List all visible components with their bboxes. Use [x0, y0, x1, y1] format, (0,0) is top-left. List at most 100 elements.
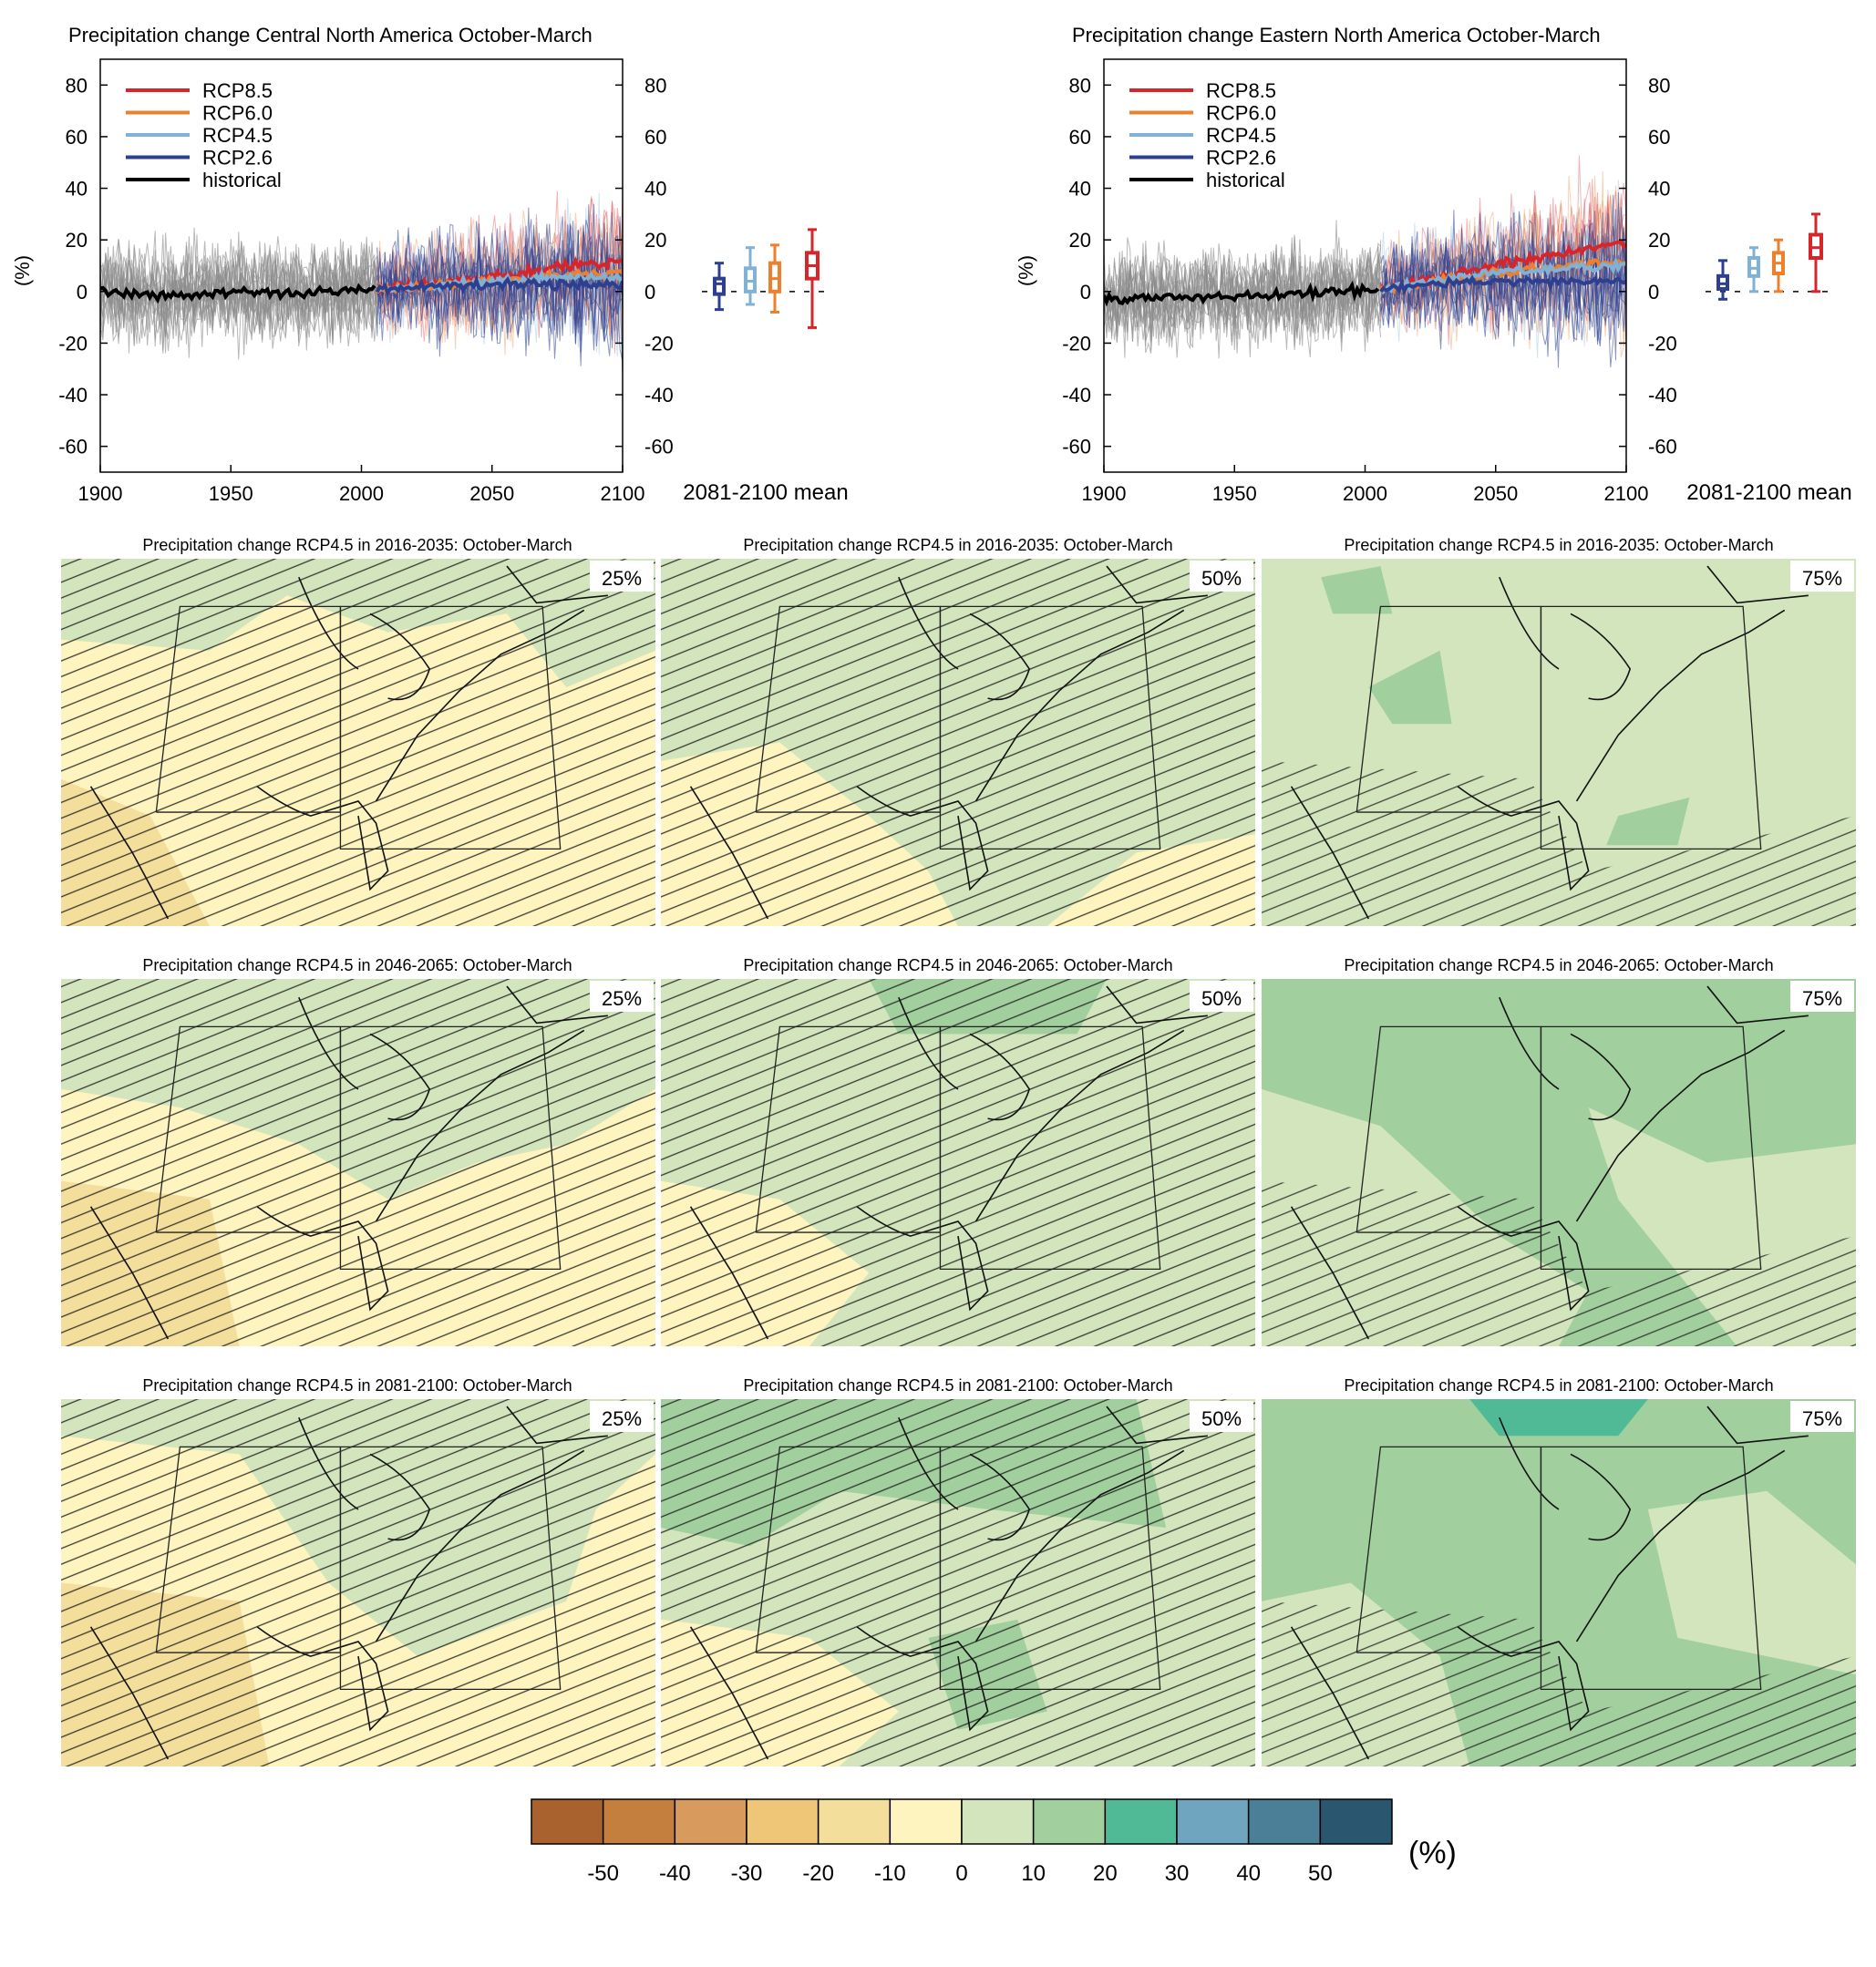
percentile-label-bg — [1790, 561, 1854, 592]
legend-label: RCP2.6 — [1206, 147, 1276, 170]
y-tick-label: -60 — [58, 436, 88, 458]
y-tick-label: 0 — [1648, 281, 1659, 304]
colorbar-tick-label: 40 — [1236, 1861, 1261, 1886]
colorbar-swatch — [817, 1798, 892, 1845]
map-title: Precipitation change RCP4.5 in 2016-2035… — [1344, 536, 1773, 554]
legend-label: RCP8.5 — [202, 79, 273, 102]
colorbar-swatch — [1176, 1798, 1250, 1845]
y-tick-label: 20 — [644, 229, 666, 252]
map-row-2081-2100: Precipitation change RCP4.5 in 2081-2100… — [142, 1376, 1773, 1395]
x-tick-label: 2100 — [1604, 482, 1649, 505]
legend-label: RCP4.5 — [1206, 124, 1276, 147]
y-tick-label: 60 — [644, 126, 666, 149]
y-tick-label: 20 — [66, 229, 88, 252]
plot-area — [1104, 155, 1626, 368]
y-tick-label: 80 — [66, 74, 88, 97]
y-tick-label: -40 — [58, 384, 88, 407]
significance-hatching — [1262, 1601, 1856, 1766]
map-field — [61, 1399, 655, 1766]
y-tick-label: 40 — [1069, 178, 1091, 201]
y-tick-label: -20 — [1648, 332, 1677, 355]
region-box-eastern — [339, 1025, 562, 1271]
region-box-eastern — [1540, 1025, 1762, 1271]
colorbar-tick-label: 20 — [1093, 1861, 1118, 1886]
significance-hatching — [1262, 1180, 1856, 1346]
great-lakes-outline — [898, 1406, 1208, 1541]
timeseries-chart-central: Precipitation change Central North Ameri… — [11, 24, 849, 505]
significance-hatching — [661, 1399, 1255, 1766]
percentile-label: 75% — [1802, 987, 1842, 1010]
great-lakes-outline — [1499, 1406, 1809, 1541]
y-tick-label: -40 — [644, 384, 674, 407]
significance-hatching — [661, 559, 1255, 926]
map-panel: 75% — [1262, 559, 1856, 926]
y-tick-label: 0 — [1080, 281, 1091, 304]
historical-mean-line — [1104, 280, 1380, 307]
rcp26-mean-line — [375, 274, 623, 297]
field-contour — [1321, 566, 1393, 614]
percentile-label-bg — [1190, 561, 1253, 592]
percentile-label-bg — [590, 561, 654, 592]
y-tick-label: -60 — [1648, 436, 1677, 458]
x-tick-label: 2050 — [1473, 482, 1518, 505]
percentile-label: 75% — [1802, 1407, 1842, 1430]
rcp85-mean-line — [1379, 240, 1626, 293]
colorbar-swatches: -50 -40 -30 -20 -10 0 10 20 30 40 50 — [531, 1798, 1393, 1886]
historical-member-line — [100, 246, 378, 339]
colorbar-swatch — [889, 1798, 963, 1845]
percentile-label: 50% — [1201, 567, 1242, 590]
map-field — [1262, 979, 1856, 1346]
rcp26-member-line — [1380, 219, 1626, 331]
field-contour — [1606, 797, 1690, 846]
legend-label: historical — [1206, 169, 1285, 191]
map-panel: 25% — [61, 1399, 655, 1766]
colorbar-swatch — [531, 1798, 604, 1845]
colorbar-swatch — [1319, 1798, 1393, 1845]
percentile-label: 25% — [602, 1407, 642, 1430]
y-tick-label: 0 — [77, 281, 88, 304]
legend-label: RCP2.6 — [202, 147, 273, 170]
map-field — [661, 979, 1255, 1346]
historical-member-line — [1104, 239, 1382, 351]
region-box-eastern — [939, 1446, 1161, 1691]
y-tick-label: 80 — [1069, 74, 1091, 97]
great-lakes-outline — [898, 565, 1208, 701]
percentile-label: 50% — [1201, 1407, 1242, 1430]
region-box-eastern — [1540, 605, 1762, 850]
region-box-eastern — [339, 605, 562, 850]
significance-hatching — [61, 1399, 655, 1766]
map-field — [661, 559, 1255, 926]
region-box-eastern — [939, 605, 1161, 850]
map-title: Precipitation change RCP4.5 in 2016-2035… — [142, 536, 572, 554]
x-tick-label: 1950 — [209, 482, 253, 505]
x-tick-label: 2050 — [469, 482, 514, 505]
map-panel: 25% — [61, 979, 655, 1346]
y-tick-label: -40 — [1062, 384, 1091, 407]
map-panel: 75% — [1262, 1399, 1856, 1766]
colorbar-tick-label: 0 — [955, 1861, 967, 1886]
map-title: Precipitation change RCP4.5 in 2081-2100… — [1344, 1376, 1773, 1395]
colorbar-swatch — [1032, 1798, 1107, 1845]
rcp26-member-line — [376, 216, 623, 366]
field-contour — [1368, 650, 1452, 725]
legend-label: RCP6.0 — [1206, 102, 1276, 125]
colorbar-tick-label: -10 — [874, 1861, 906, 1886]
y-tick-label: 40 — [66, 178, 88, 201]
percentile-label-bg — [590, 981, 654, 1012]
plot-area — [100, 191, 623, 375]
timeseries-chart-eastern: Precipitation change Eastern North Ameri… — [1015, 24, 1852, 505]
map-title: Precipitation change RCP4.5 in 2046-2065… — [142, 956, 572, 974]
historical-mean-line — [100, 283, 376, 304]
map-field — [661, 1399, 1255, 1766]
map-panel: 50% — [661, 559, 1255, 926]
colorbar-swatch — [961, 1798, 1035, 1845]
significance-hatching — [61, 979, 655, 1346]
colorbar-unit: (%) — [1408, 1836, 1457, 1870]
great-lakes-outline — [298, 985, 608, 1121]
colorbar-swatch — [1247, 1798, 1322, 1845]
great-lakes-outline — [298, 565, 608, 701]
percentile-label: 50% — [1201, 987, 1242, 1010]
field-contour — [1647, 1490, 1856, 1675]
colorbar-tick-label: 50 — [1308, 1861, 1333, 1886]
map-title: Precipitation change RCP4.5 in 2046-2065… — [743, 956, 1172, 974]
